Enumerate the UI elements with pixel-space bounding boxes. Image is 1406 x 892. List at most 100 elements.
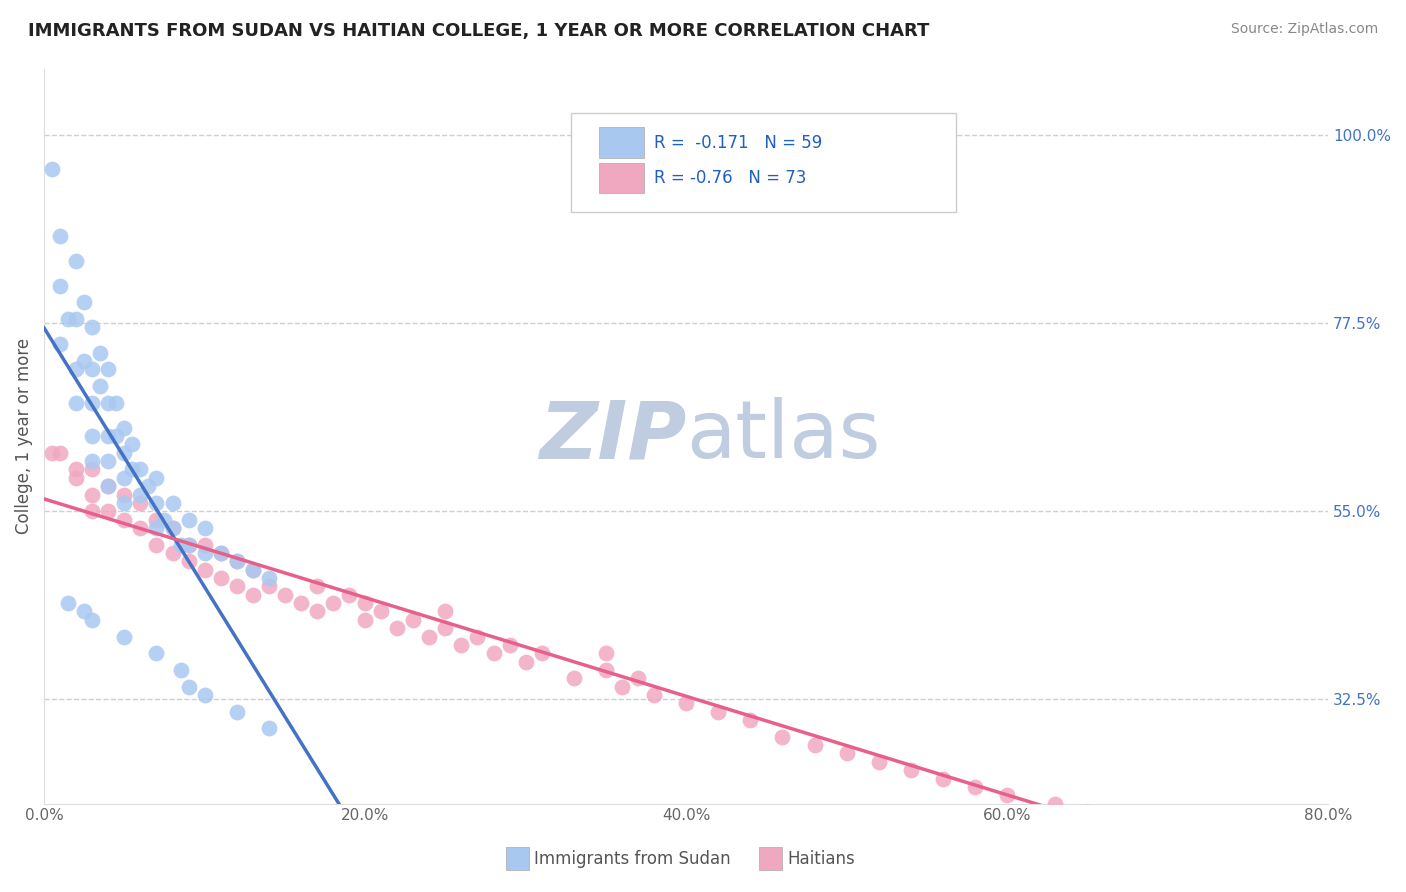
Point	[145, 646, 167, 660]
Point	[112, 496, 135, 510]
Bar	[599, 128, 644, 158]
Point	[209, 571, 232, 585]
Point	[194, 688, 217, 702]
Point	[194, 546, 217, 560]
FancyBboxPatch shape	[571, 112, 956, 212]
Point	[274, 588, 297, 602]
Point	[740, 713, 762, 727]
Point	[242, 563, 264, 577]
Point	[162, 521, 184, 535]
Point	[89, 379, 111, 393]
Text: ZIP: ZIP	[538, 397, 686, 475]
Point	[97, 479, 120, 493]
Point	[82, 454, 104, 468]
Text: Immigrants from Sudan: Immigrants from Sudan	[534, 850, 731, 868]
Point	[610, 680, 633, 694]
Point	[1268, 847, 1291, 861]
Point	[65, 253, 87, 268]
Point	[177, 538, 200, 552]
Point	[177, 554, 200, 568]
Point	[65, 471, 87, 485]
Point	[434, 605, 457, 619]
Point	[169, 538, 191, 552]
Y-axis label: College, 1 year or more: College, 1 year or more	[15, 338, 32, 534]
Point	[56, 596, 79, 610]
Point	[515, 655, 537, 669]
Point	[82, 320, 104, 334]
Point	[707, 705, 730, 719]
Point	[82, 395, 104, 409]
Point	[257, 579, 280, 593]
Point	[225, 554, 247, 568]
Point	[138, 479, 160, 493]
Point	[162, 496, 184, 510]
Point	[770, 730, 793, 744]
Point	[129, 462, 152, 476]
Point	[194, 521, 217, 535]
Point	[49, 446, 72, 460]
Point	[153, 513, 176, 527]
Point	[129, 521, 152, 535]
Point	[97, 362, 120, 376]
Point	[97, 395, 120, 409]
Point	[73, 354, 96, 368]
Point	[1156, 822, 1178, 836]
Point	[162, 546, 184, 560]
Point	[89, 345, 111, 359]
Point	[65, 462, 87, 476]
Point	[145, 471, 167, 485]
Point	[242, 563, 264, 577]
Point	[121, 437, 143, 451]
Point	[418, 630, 440, 644]
Point	[65, 362, 87, 376]
Point	[387, 621, 409, 635]
Point	[305, 579, 328, 593]
Point	[257, 571, 280, 585]
Point	[305, 605, 328, 619]
Point	[627, 671, 650, 685]
Point	[177, 513, 200, 527]
Point	[162, 521, 184, 535]
Point	[1301, 855, 1323, 869]
Point	[41, 161, 63, 176]
Point	[82, 613, 104, 627]
Point	[900, 763, 922, 777]
Point	[97, 429, 120, 443]
Point	[595, 646, 617, 660]
Point	[105, 429, 128, 443]
Point	[129, 487, 152, 501]
Point	[209, 546, 232, 560]
Point	[530, 646, 553, 660]
Point	[194, 538, 217, 552]
Point	[354, 596, 377, 610]
Point	[112, 421, 135, 435]
Point	[49, 228, 72, 243]
Point	[1220, 838, 1243, 853]
Point	[82, 487, 104, 501]
Text: Source: ZipAtlas.com: Source: ZipAtlas.com	[1230, 22, 1378, 37]
Point	[145, 538, 167, 552]
Point	[337, 588, 360, 602]
Point	[643, 688, 665, 702]
Point	[145, 521, 167, 535]
Point	[402, 613, 425, 627]
Text: Haitians: Haitians	[787, 850, 855, 868]
Point	[995, 789, 1018, 803]
Point	[65, 395, 87, 409]
Point	[242, 588, 264, 602]
Point	[835, 747, 858, 761]
Point	[97, 504, 120, 518]
Point	[1076, 805, 1098, 819]
Point	[482, 646, 505, 660]
Point	[434, 621, 457, 635]
Point	[209, 546, 232, 560]
Point	[450, 638, 472, 652]
Point	[595, 663, 617, 677]
Point	[290, 596, 312, 610]
Point	[97, 454, 120, 468]
Bar	[599, 162, 644, 194]
Point	[105, 395, 128, 409]
Point	[56, 312, 79, 326]
Point	[82, 462, 104, 476]
Text: IMMIGRANTS FROM SUDAN VS HAITIAN COLLEGE, 1 YEAR OR MORE CORRELATION CHART: IMMIGRANTS FROM SUDAN VS HAITIAN COLLEGE…	[28, 22, 929, 40]
